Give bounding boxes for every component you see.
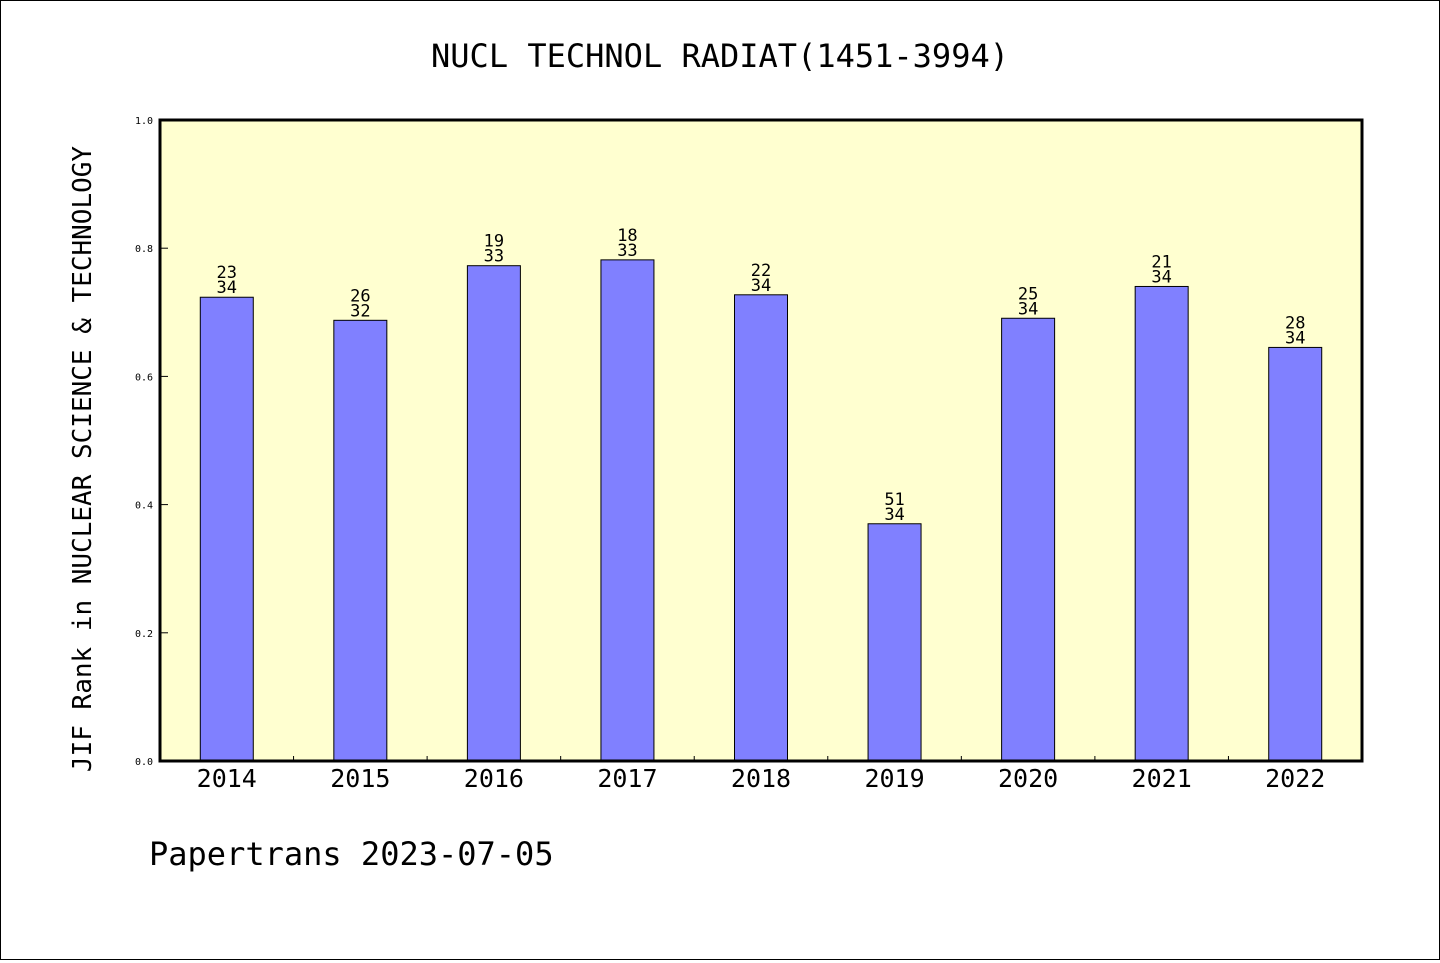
bar-2014 xyxy=(199,296,254,762)
data-label-rank: 22 xyxy=(751,261,771,281)
bar-2018 xyxy=(734,294,788,762)
data-label-rank: 26 xyxy=(350,286,370,306)
y-tick-label: 0.6 xyxy=(135,372,153,383)
data-label-total: 33 xyxy=(617,241,637,261)
data-label-total: 34 xyxy=(1285,328,1305,348)
chart-title: NUCL TECHNOL RADIAT(1451-3994) xyxy=(431,37,1009,75)
data-label-rank: 19 xyxy=(484,232,504,252)
y-tick-label: 0.4 xyxy=(135,501,153,512)
bar-2019 xyxy=(867,523,922,762)
x-tick-label: 2021 xyxy=(1132,764,1192,793)
x-tick-label: 2022 xyxy=(1265,764,1325,793)
bar-2022 xyxy=(1268,346,1323,762)
x-tick-label: 2018 xyxy=(731,764,791,793)
data-label-rank: 23 xyxy=(217,263,237,283)
data-label-rank: 28 xyxy=(1285,313,1305,333)
data-label-rank: 21 xyxy=(1151,252,1171,272)
bar-2017 xyxy=(600,259,655,762)
plot-border xyxy=(158,118,1364,763)
bar-2021 xyxy=(1134,285,1189,762)
data-label-total: 34 xyxy=(751,276,771,296)
bars-layer xyxy=(199,259,1323,762)
data-label-rank: 18 xyxy=(617,226,637,246)
data-label-total: 33 xyxy=(484,247,504,267)
data-label-total: 34 xyxy=(884,505,904,525)
data-label-total: 34 xyxy=(1151,267,1171,287)
footer-text: Papertrans 2023-07-05 xyxy=(149,835,554,873)
x-tick-label: 2014 xyxy=(197,764,257,793)
bar-2020 xyxy=(1001,317,1056,762)
data-label-total: 34 xyxy=(1018,299,1038,319)
data-label-total: 34 xyxy=(217,278,237,298)
x-tick-label: 2020 xyxy=(998,764,1058,793)
y-tick-label: 0.8 xyxy=(135,244,153,255)
y-tick-label: 0.0 xyxy=(135,757,153,768)
y-tick-label: 0.2 xyxy=(135,629,153,640)
data-label-rank: 25 xyxy=(1018,284,1038,304)
data-label-total: 32 xyxy=(350,301,370,321)
y-tick-label: 1.0 xyxy=(135,116,153,127)
x-tick-label: 2019 xyxy=(864,764,924,793)
x-axis-ticks: 2014 2015 2016 2017 2018 2019 2020 2021 2022 xyxy=(197,756,1325,793)
x-tick-label: 2016 xyxy=(464,764,524,793)
y-axis-label: JIF Rank in NUCLEAR SCIENCE & TECHNOLOGY xyxy=(68,146,98,772)
bar-2015 xyxy=(333,319,388,762)
x-tick-label: 2017 xyxy=(597,764,657,793)
bar-2016 xyxy=(466,265,521,762)
data-label-rank: 51 xyxy=(884,490,904,510)
x-tick-label: 2015 xyxy=(330,764,390,793)
